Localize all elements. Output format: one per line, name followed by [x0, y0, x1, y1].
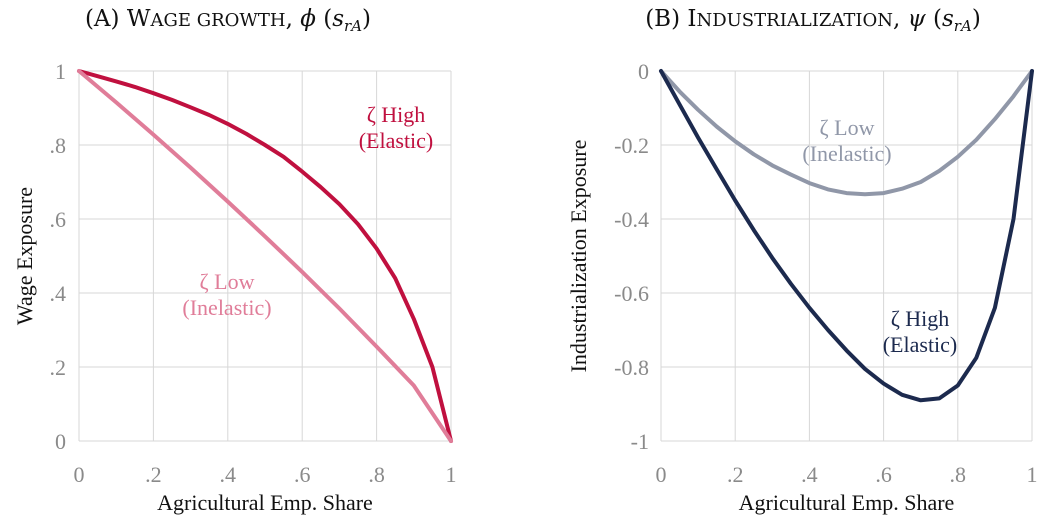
- y-tick-label: .4: [50, 281, 67, 306]
- y-tick-labels: 0 .2 .4 .6 .8 1: [50, 59, 67, 454]
- series-labels: ζ High (Elastic) ζ Low (Inelastic): [182, 102, 433, 320]
- x-tick-label: .6: [875, 462, 892, 487]
- x-tick-label: 1: [446, 462, 457, 487]
- series-line-0: [659, 69, 1034, 197]
- series-lines: [659, 69, 1034, 403]
- y-tick-label: 0: [638, 59, 649, 84]
- y-tick-label: -0.8: [614, 355, 649, 380]
- y-tick-label: -0.2: [614, 133, 649, 158]
- y-tick-label: .8: [50, 133, 67, 158]
- y-tick-labels: -1 -0.8 -0.6 -0.4 -0.2 0: [614, 59, 649, 454]
- x-tick-labels: 0 .2 .4 .6 .8 1: [74, 462, 457, 487]
- y-tick-label: 0: [55, 429, 66, 454]
- series-label: ζ Low (Inelastic): [802, 115, 891, 166]
- x-tick-label: .8: [368, 462, 385, 487]
- series-lines: [77, 69, 453, 443]
- series-labels: ζ Low (Inelastic) ζ High (Elastic): [802, 115, 957, 357]
- series-label-line: ζ High: [891, 306, 950, 331]
- y-tick-label: -1: [631, 429, 649, 454]
- x-tick-label: .4: [220, 462, 237, 487]
- y-axis-label: Wage Exposure: [12, 187, 37, 325]
- y-tick-label: .6: [50, 207, 67, 232]
- chart-industrialization: (B) INDUSTRIALIZATION, ψ (srA) 0 .2 .4 .6 .8…: [566, 6, 1038, 515]
- chart-wage-growth: (A) WAGE GROWTH, ϕ (srA) 0 .2 .4 .6 .8 1 0 .2.…: [12, 6, 457, 515]
- y-tick-label: 1: [55, 59, 66, 84]
- x-tick-label: .2: [145, 462, 162, 487]
- series-label: ζ Low (Inelastic): [182, 269, 271, 320]
- series-label: ζ High (Elastic): [883, 306, 958, 357]
- x-tick-label: .6: [294, 462, 311, 487]
- x-tick-label: 0: [656, 462, 667, 487]
- series-label: ζ High (Elastic): [359, 102, 434, 153]
- series-label-line: (Elastic): [359, 128, 434, 153]
- series-label-line: (Elastic): [883, 332, 958, 357]
- x-tick-labels: 0 .2 .4 .6 .8 1: [656, 462, 1038, 487]
- chart-title: (A) WAGE GROWTH, ϕ (srA): [85, 6, 371, 35]
- series-label-line: ζ High: [367, 102, 426, 127]
- x-axis-label: Agricultural Emp. Share: [157, 490, 373, 515]
- y-tick-label: -0.4: [614, 207, 649, 232]
- series-line-1: [659, 69, 1034, 403]
- x-tick-label: .4: [801, 462, 818, 487]
- y-tick-label: .2: [50, 355, 67, 380]
- series-label-line: ζ Low: [200, 269, 255, 294]
- series-line-1: [77, 69, 453, 443]
- y-tick-label: -0.6: [614, 281, 649, 306]
- x-axis-label: Agricultural Emp. Share: [739, 490, 955, 515]
- series-line-0: [77, 69, 453, 443]
- x-tick-label: .8: [950, 462, 967, 487]
- x-tick-label: 0: [74, 462, 85, 487]
- chart-title: (B) INDUSTRIALIZATION, ψ (srA): [645, 6, 981, 35]
- series-label-line: (Inelastic): [802, 141, 891, 166]
- x-tick-label: 1: [1027, 462, 1038, 487]
- x-tick-label: .2: [727, 462, 744, 487]
- y-axis-label: Industrialization Exposure: [566, 140, 591, 373]
- series-label-line: ζ Low: [820, 115, 875, 140]
- series-label-line: (Inelastic): [182, 295, 271, 320]
